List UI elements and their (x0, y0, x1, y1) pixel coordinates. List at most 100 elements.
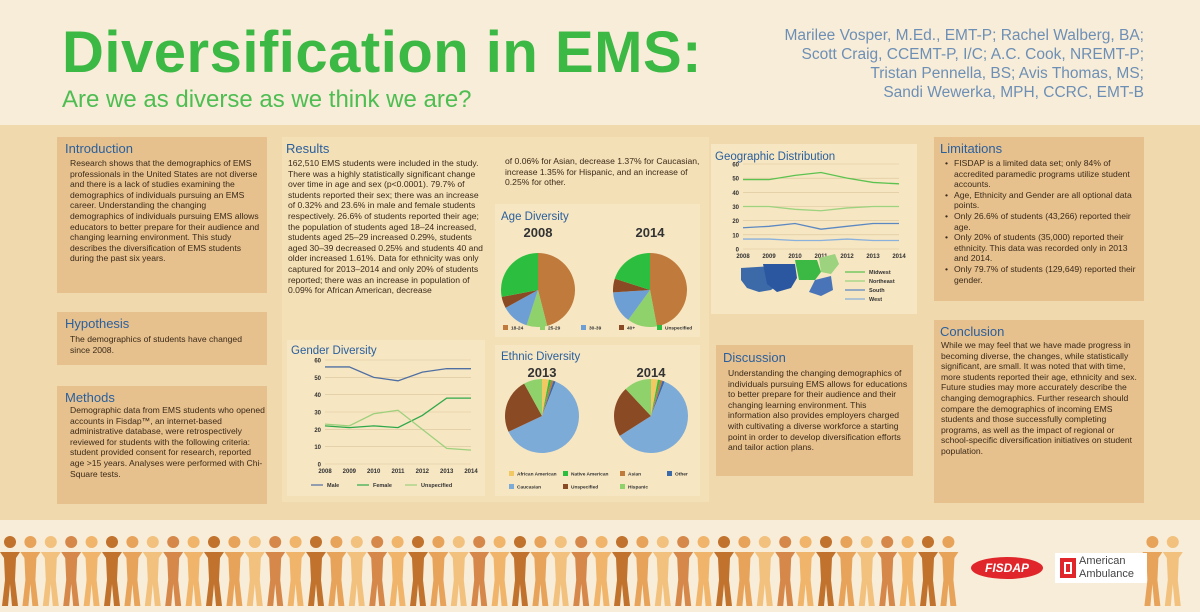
legend-label: Caucasian (517, 485, 541, 491)
paper-doll-figure (1142, 536, 1163, 606)
pie-slice-native-american (542, 379, 552, 416)
pie-slice-caucasian (508, 381, 579, 453)
map-region-midwest (795, 260, 821, 280)
bullet-icon: • (945, 210, 949, 221)
author-line: Sandi Wewerka, MPH, CCRC, EMT-B (883, 84, 1144, 101)
paper-doll-figure (448, 536, 469, 606)
methods-heading: Methods (65, 390, 115, 405)
geo-chart: Geographic Distribution 0 10 20 30 40 50 60 2008… (715, 151, 906, 303)
series-line-male (325, 366, 471, 382)
conclusion-body: While we may feel that we have made prog… (941, 340, 1137, 456)
legend-swatch (620, 484, 625, 489)
figure-body (795, 552, 816, 606)
paper-doll-figure (346, 536, 367, 606)
figure-head (228, 536, 241, 548)
paper-doll-figure (265, 536, 286, 606)
legend-label: Unspecified (571, 485, 598, 491)
figure-head (534, 536, 547, 548)
figure-head (575, 536, 588, 548)
map-region-west-2 (763, 264, 797, 292)
footer (0, 520, 1200, 612)
paper-doll-figure (816, 536, 836, 606)
age-chart: Age Diversity 2008 2014 18-24 25-29 30-39 40+ U… (501, 211, 692, 332)
figure-head (1166, 536, 1179, 548)
figure-head (24, 536, 37, 548)
figure-body (285, 552, 306, 606)
y-tick-label: 30 (314, 411, 321, 417)
methods-panel: Methods Demographic data from EMS studen… (57, 386, 267, 504)
pie-slice-african-american (542, 379, 549, 416)
paper-doll-figure (1162, 536, 1183, 606)
paper-doll-figure (530, 536, 551, 606)
pie-slice-native-american (651, 379, 661, 416)
figure-head (860, 536, 873, 548)
x-tick-label: 2011 (814, 254, 828, 260)
geo-chart-panel: Geographic Distribution 0 10 20 30 40 50 60 2008… (711, 144, 917, 314)
figure-head (208, 536, 220, 548)
legend-label: South (869, 288, 885, 294)
x-tick-label: 2008 (736, 254, 750, 260)
figure-body (163, 552, 184, 606)
figure-head (289, 536, 302, 548)
limitation-item: • Only 79.7% of students (129,649) report… (945, 264, 1140, 285)
pie-slice-40+ (501, 290, 538, 308)
figure-body (122, 552, 143, 606)
paper-doll-figure (306, 536, 326, 606)
figure-body (469, 552, 490, 606)
figure-body (0, 552, 20, 606)
series-line-female (324, 397, 471, 429)
figure-body (918, 552, 938, 606)
paper-doll-figure (40, 536, 61, 606)
discussion-body: Understanding the changing demographics … (728, 368, 908, 453)
introduction-heading: Introduction (65, 141, 133, 156)
limitation-text: Age, Ethnicity and Gender are all option… (954, 189, 1132, 211)
paper-doll-figure (714, 536, 734, 606)
legend-label: Female (373, 483, 392, 489)
series-line-west (743, 238, 899, 242)
legend-swatch (657, 325, 662, 330)
author-line: Marilee Vosper, M.Ed., EMT-P; Rachel Wal… (784, 27, 1144, 44)
figure-head (820, 536, 832, 548)
x-tick-label: 2014 (892, 254, 906, 260)
limitation-text: Only 79.7% of students (129,649) reporte… (954, 263, 1136, 285)
bullet-icon: • (945, 232, 949, 243)
bullet-icon: • (945, 189, 949, 200)
figure-head (146, 536, 159, 548)
legend-swatch (503, 325, 508, 330)
legend-label: Other (675, 472, 688, 478)
paper-doll-figure (61, 536, 82, 606)
paper-doll-figure (897, 536, 918, 606)
figure-body (387, 552, 408, 606)
paper-doll-figure (938, 536, 959, 606)
figure-head (85, 536, 98, 548)
figure-head (412, 536, 424, 548)
figure-head (452, 536, 465, 548)
legend-label: 30-39 (589, 326, 602, 332)
x-tick-label: 2011 (391, 469, 405, 475)
x-tick-label: 2010 (367, 469, 381, 475)
paper-doll-figure (20, 536, 41, 606)
y-tick-label: 30 (732, 205, 739, 211)
figure-body (754, 552, 775, 606)
paper-doll-figure (652, 536, 673, 606)
figure-body (183, 552, 204, 606)
paper-doll-figure (836, 536, 857, 606)
figure-head (310, 536, 322, 548)
y-tick-label: 0 (736, 248, 740, 254)
paper-doll-figure (163, 536, 184, 606)
y-tick-label: 10 (314, 445, 321, 451)
figure-head (126, 536, 139, 548)
figure-body (836, 552, 857, 606)
paper-doll-figure (81, 536, 102, 606)
map-region-northeast (819, 254, 839, 274)
limitation-text: FISDAP is a limited data set; only 84% o… (954, 158, 1130, 190)
x-tick-label: 2014 (464, 469, 478, 475)
figure-head (330, 536, 343, 548)
figure-body (510, 552, 530, 606)
y-tick-label: 60 (314, 359, 321, 365)
figure-head (167, 536, 180, 548)
figure-body (571, 552, 592, 606)
figure-body (346, 552, 367, 606)
pie-slice-asian (542, 380, 554, 416)
